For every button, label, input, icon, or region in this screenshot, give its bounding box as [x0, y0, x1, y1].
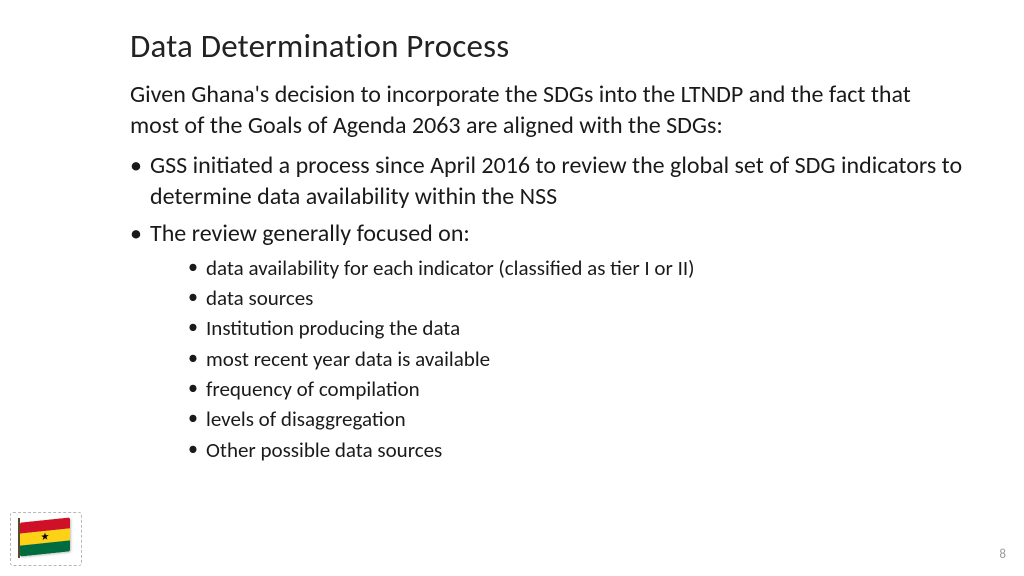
list-item: GSS initiated a process since April 2016…	[130, 151, 964, 212]
slide-title: Data Determination Process	[130, 26, 964, 66]
sub-bullet-text: data availability for each indicator (cl…	[206, 255, 695, 281]
flag-body: ★	[20, 517, 70, 556]
list-item: data availability for each indicator (cl…	[188, 254, 964, 282]
slide: Data Determination Process Given Ghana's…	[0, 0, 1024, 576]
flag-star-icon: ★	[41, 531, 50, 542]
sub-bullet-text: most recent year data is available	[206, 346, 490, 372]
bullet-text: GSS initiated a process since April 2016…	[150, 151, 962, 211]
list-item: data sources	[188, 284, 964, 312]
sub-bullet-text: frequency of compilation	[206, 376, 420, 402]
list-item: levels of disaggregation	[188, 405, 964, 433]
intro-paragraph: Given Ghana's decision to incorporate th…	[130, 80, 964, 141]
ghana-flag-icon: ★	[10, 512, 82, 566]
list-item: The review generally focused on: data av…	[130, 219, 964, 464]
bullet-text: The review generally focused on:	[150, 219, 470, 248]
sub-bullet-text: levels of disaggregation	[206, 406, 406, 432]
list-item: most recent year data is available	[188, 345, 964, 373]
list-item: Other possible data sources	[188, 436, 964, 464]
sub-bullet-text: data sources	[206, 285, 313, 311]
bullet-list: GSS initiated a process since April 2016…	[130, 151, 964, 464]
list-item: frequency of compilation	[188, 375, 964, 403]
page-number: 8	[999, 547, 1006, 562]
list-item: Institution producing the data	[188, 314, 964, 342]
sub-bullet-list: data availability for each indicator (cl…	[150, 254, 964, 464]
sub-bullet-text: Other possible data sources	[206, 437, 442, 463]
sub-bullet-text: Institution producing the data	[206, 315, 460, 341]
